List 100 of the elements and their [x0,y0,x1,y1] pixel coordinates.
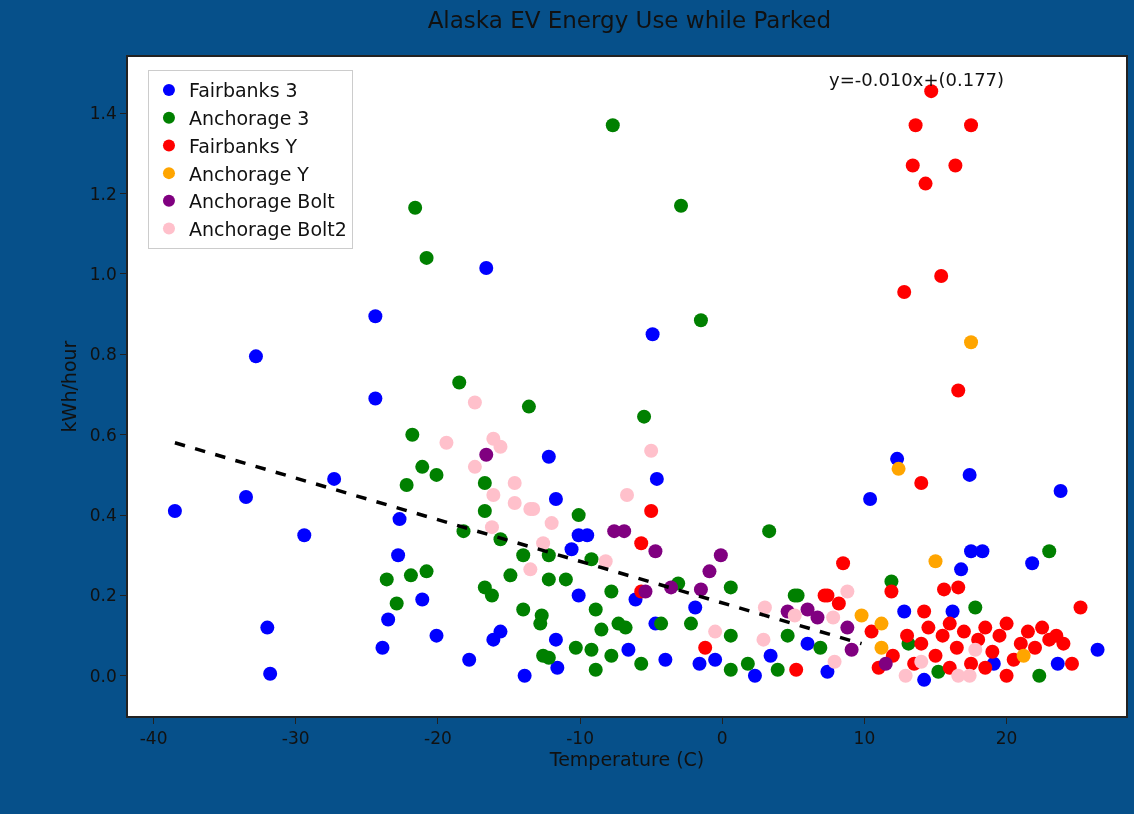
y-tick-label: 0.0 [89,665,117,686]
point [263,666,278,681]
point [1056,636,1071,651]
point [827,654,842,669]
point [644,504,659,519]
point [571,588,586,603]
point [493,439,508,454]
x-tick-label: -20 [424,728,452,749]
point [1035,620,1050,635]
point [951,580,966,595]
point [964,118,979,133]
point [368,391,383,406]
point [479,260,494,275]
point [541,449,556,464]
point [649,471,664,486]
point [954,562,969,577]
x-tick-label: 10 [853,728,876,749]
point [467,459,482,474]
point [928,648,943,663]
point [934,269,949,283]
point [836,556,851,571]
point [874,616,889,631]
point [964,335,979,350]
point [1073,600,1088,615]
point [620,487,634,502]
point [368,309,383,324]
point [1028,640,1043,655]
point [493,624,508,639]
point [638,584,653,599]
point [937,582,952,597]
x-tick-label: 20 [995,728,1018,749]
point [479,447,494,462]
point [598,554,613,569]
point [644,443,659,458]
point [948,158,963,173]
point [713,548,728,563]
point [917,672,932,687]
point [1020,624,1035,639]
point [548,492,563,506]
point [648,544,663,559]
point [260,620,275,635]
point [945,604,960,619]
y-tick-label: 0.6 [89,424,117,445]
point [1016,648,1031,663]
point [840,620,855,635]
point [975,544,990,559]
point [564,542,579,557]
point [645,327,660,342]
point [921,620,936,635]
point [550,660,565,675]
point [951,668,966,683]
point [935,628,950,643]
legend-label: Anchorage Bolt2 [188,217,347,240]
point [956,624,971,639]
point [698,640,713,655]
point [985,644,1000,659]
point [692,656,707,671]
point [942,616,957,631]
x-tick-label: -40 [139,728,168,749]
y-tick-label: 0.8 [89,344,117,365]
point [747,668,762,683]
point [962,668,977,683]
point [688,600,703,615]
point [548,632,563,647]
point [942,660,957,675]
point [392,512,407,527]
point [375,640,390,655]
point [580,528,595,543]
point [702,564,717,579]
point [800,602,815,617]
point [897,604,912,619]
point [992,628,1007,643]
point [800,636,815,651]
point [1064,656,1079,671]
point [864,624,879,639]
point [167,504,182,519]
annotation: y=-0.010x+(0.177) [829,69,1005,90]
point [517,668,532,683]
point [327,471,342,486]
point [693,582,708,597]
point [415,592,430,607]
point [820,664,835,679]
point [999,616,1014,631]
point [507,496,522,511]
point [763,648,778,663]
point [381,612,396,627]
point [914,636,929,651]
point [826,610,841,625]
point [544,516,559,531]
point [536,536,551,551]
point [905,158,920,173]
point [978,660,993,675]
point [891,461,906,476]
point [391,548,406,563]
point [248,349,263,364]
y-tick-label: 1.0 [89,263,117,284]
point [951,383,966,398]
point [1053,483,1068,498]
point [1050,656,1065,671]
point [900,628,915,643]
